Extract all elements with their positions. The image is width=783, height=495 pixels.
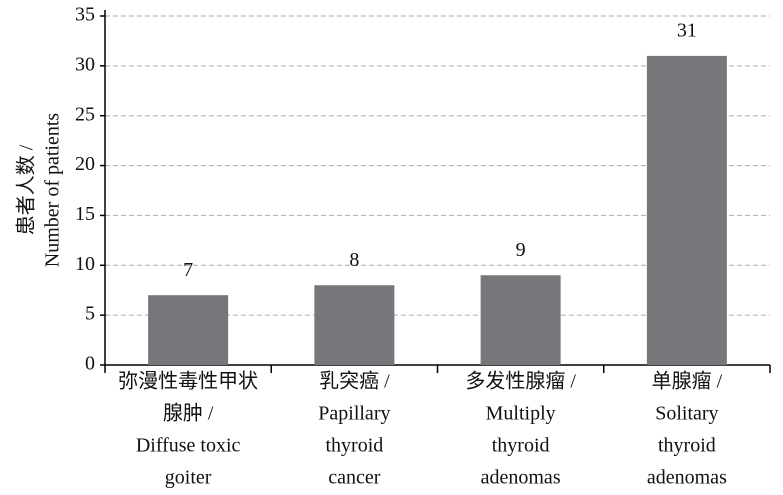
y-tick-label: 15: [75, 203, 95, 225]
x-tick-label: cancer: [328, 467, 381, 489]
y-axis-title-line: Number of patients: [42, 113, 64, 268]
x-tick-label: 单腺瘤 /: [652, 370, 723, 393]
value-label: 31: [677, 19, 697, 41]
y-axis-title: 患者人数 / Number of patients: [15, 113, 64, 268]
y-tick-label: 25: [75, 103, 95, 125]
y-tick-label: 10: [75, 253, 95, 275]
x-tick-label: 弥漫性毒性甲状: [118, 370, 258, 393]
x-tick-label: thyroid: [658, 435, 716, 457]
y-tick-label: 5: [85, 303, 95, 325]
x-tick-label: Papillary: [318, 403, 390, 425]
y-tick-label: 0: [85, 353, 95, 375]
value-label: 9: [516, 239, 526, 261]
x-tick-label: 乳突癌 /: [319, 370, 390, 393]
x-tick-label: 腺肿 /: [163, 402, 214, 425]
x-tick-label: adenomas: [481, 467, 561, 489]
y-tick-label: 20: [75, 153, 95, 175]
x-tick-label: thyroid: [492, 435, 550, 457]
x-tick-label: Multiply: [486, 403, 556, 425]
x-tick-label: goiter: [165, 467, 212, 489]
value-label: 8: [349, 249, 359, 271]
x-tick-label: Solitary: [655, 403, 718, 425]
x-tick-label: 多发性腺瘤 /: [465, 370, 576, 393]
bar: [148, 295, 229, 365]
y-tick-label: 35: [75, 4, 95, 26]
value-label: 7: [183, 259, 193, 281]
x-tick-label: Diffuse toxic: [136, 435, 241, 457]
x-tick-label: thyroid: [325, 435, 383, 457]
bar: [480, 275, 561, 365]
y-tick-label: 30: [75, 53, 95, 75]
x-tick-label: adenomas: [647, 467, 727, 489]
y-axis-title-line: 患者人数 /: [15, 144, 38, 235]
bar: [646, 55, 727, 366]
bar: [314, 285, 395, 365]
